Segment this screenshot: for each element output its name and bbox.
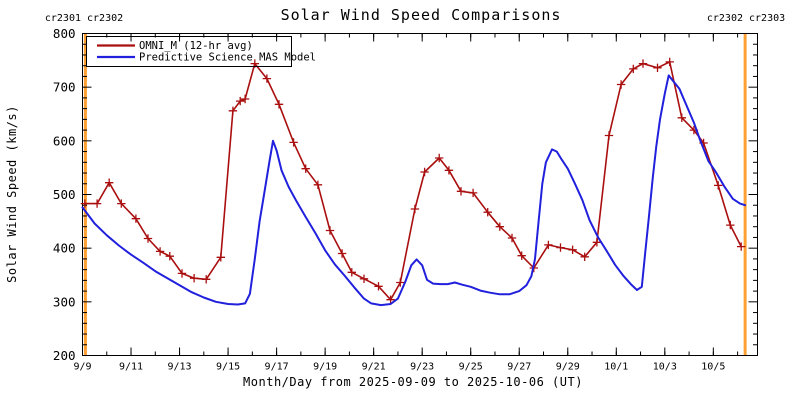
legend-label-mas: Predictive Science MAS Model (139, 52, 316, 64)
data-series (80, 57, 747, 307)
y-tick-label: 700 (53, 80, 76, 95)
plot-frame (82, 33, 758, 356)
x-tick-label: 9/27 (507, 362, 531, 373)
x-tick-label: 9/15 (216, 362, 240, 373)
x-tick-label: 10/3 (653, 362, 677, 373)
carrington-label-left: cr2301 cr2302 (45, 13, 123, 24)
x-tick-label: 10/1 (604, 362, 628, 373)
y-tick-label: 600 (53, 133, 76, 148)
y-tick-label: 200 (53, 348, 76, 363)
y-tick-label: 500 (53, 187, 76, 202)
carrington-label-right: cr2302 cr2303 (707, 13, 785, 24)
legend-box (86, 36, 292, 67)
y-tick-label: 400 (53, 241, 76, 256)
x-tick-label: 9/23 (410, 362, 434, 373)
y-tick-labels: 200 300 400 500 600 700 800 (53, 26, 76, 363)
legend: OMNI_M (12-hr avg) Predictive Science MA… (86, 36, 316, 67)
x-tick-label: 9/13 (168, 362, 192, 373)
legend-label-omni: OMNI_M (12-hr avg) (139, 40, 253, 52)
carrington-boundary-lines (83, 33, 747, 356)
axes-ticks (82, 33, 758, 356)
y-axis-label: Solar Wind Speed (km/s) (5, 105, 19, 283)
x-tick-label: 9/9 (73, 362, 91, 373)
x-tick-label: 9/19 (313, 362, 337, 373)
y-tick-label: 300 (53, 294, 76, 309)
x-tick-label: 9/25 (459, 362, 483, 373)
x-tick-label: 10/5 (701, 362, 725, 373)
chart-title: Solar Wind Speed Comparisons (281, 6, 562, 24)
x-tick-label: 9/21 (362, 362, 386, 373)
series-line-1 (81, 74, 747, 307)
x-tick-labels: 9/9 9/11 9/13 9/15 9/17 9/19 9/21 9/23 9/25 9/27 9… (73, 362, 725, 373)
x-tick-label: 9/17 (265, 362, 289, 373)
x-axis-label: Month/Day from 2025-09-09 to 2025-10-06 … (243, 375, 583, 389)
y-tick-label: 800 (53, 26, 76, 41)
x-tick-label: 9/11 (119, 362, 143, 373)
x-tick-label: 9/29 (556, 362, 580, 373)
series-markers-0 (80, 57, 746, 304)
